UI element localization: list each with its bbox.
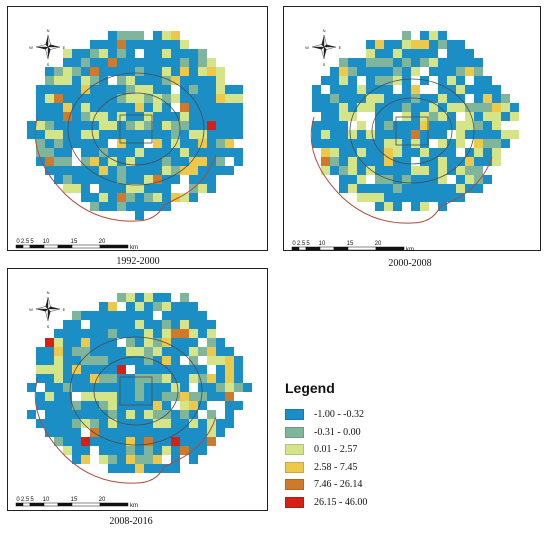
- compass-label-w: W: [29, 307, 33, 312]
- legend-label: 7.46 - 26.14: [314, 479, 363, 491]
- map-canvas-2008-2016: N S E W 0 2.5 5 10 15 20 km: [15, 290, 252, 509]
- ring-road-outer: [349, 78, 475, 184]
- scale-bar-tick-label: 5: [30, 239, 34, 245]
- north-arrow-icon: N S E W: [305, 28, 342, 67]
- district-boundary: [34, 114, 217, 222]
- legend: Legend -1.00 - -0.32 -0.31 - 0.00 0.01 - 2…: [285, 380, 405, 511]
- legend-title: Legend: [285, 380, 335, 396]
- ring-road-outer: [69, 336, 203, 446]
- scale-bar-tick-label: 20: [99, 239, 106, 245]
- legend-entry: -0.31 - 0.00: [285, 424, 405, 442]
- scale-bar: 0 2.5 5 10 15 20 km: [291, 241, 414, 252]
- raster-cells: [312, 31, 519, 211]
- map-caption-2008-2016: 2008-2016: [109, 516, 153, 527]
- scale-bar-unit: km: [130, 503, 138, 509]
- scale-bar-tick-label: 20: [99, 497, 106, 503]
- scale-bar-tick-label: 2.5: [297, 241, 306, 247]
- ring-road-core: [119, 114, 153, 144]
- district-boundary: [310, 116, 493, 224]
- legend-label: 2.58 - 7.45: [314, 461, 358, 473]
- legend-label: 0.01 - 2.57: [314, 444, 358, 456]
- ring-road-inner: [91, 92, 181, 166]
- north-arrow-icon: N S E W: [29, 290, 66, 329]
- map-caption-2000-2008: 2000-2008: [388, 258, 432, 269]
- compass-label-w: W: [29, 45, 33, 50]
- legend-label: -1.00 - -0.32: [314, 409, 364, 421]
- compass-label-e: E: [339, 45, 342, 50]
- scale-bar-unit: km: [406, 247, 414, 252]
- legend-swatch: [285, 426, 304, 438]
- scale-bar-tick-label: 0: [16, 497, 20, 503]
- legend-swatch: [285, 444, 304, 456]
- scale-bar-tick-label: 5: [30, 497, 34, 503]
- scale-bar-tick-label: 5: [306, 241, 310, 247]
- legend-swatch: [285, 409, 304, 421]
- scale-bar-tick-label: 0: [16, 239, 20, 245]
- scale-bar-tick-label: 0: [292, 241, 296, 247]
- scale-bar-tick-label: 15: [71, 239, 78, 245]
- legend-swatch: [285, 496, 304, 508]
- compass-label-s: S: [47, 62, 50, 67]
- ring-road-inner: [93, 356, 179, 426]
- legend-label: -0.31 - 0.00: [314, 426, 361, 438]
- legend-entries: -1.00 - -0.32 -0.31 - 0.00 0.01 - 2.57 2.58…: [285, 406, 405, 511]
- scale-bar-tick-label: 15: [71, 497, 78, 503]
- compass-label-w: W: [305, 45, 309, 50]
- map-canvas-2000-2008: N S E W 0 2.5 5 10 15 20 km: [291, 28, 519, 252]
- scale-bar-tick-label: 10: [43, 239, 50, 245]
- legend-entry: 7.46 - 26.14: [285, 476, 405, 494]
- ring-road-core: [119, 376, 153, 406]
- raster-cells: [27, 31, 243, 220]
- ring-road-core: [395, 116, 429, 146]
- district-boundary: [34, 376, 217, 484]
- map-panel-1992-2000: N S E W 0 2.5 5 10 15 20 km: [7, 6, 268, 251]
- scale-bar: 0 2.5 5 10 15 20 km: [15, 497, 138, 509]
- scale-bar-tick-label: 20: [375, 241, 382, 247]
- legend-entry: 2.58 - 7.45: [285, 459, 405, 477]
- scale-bar-tick-label: 10: [319, 241, 326, 247]
- scale-bar-unit: km: [130, 245, 138, 251]
- map-caption-1992-2000: 1992-2000: [116, 256, 160, 267]
- compass-label-s: S: [47, 324, 50, 329]
- map-panel-2000-2008: N S E W 0 2.5 5 10 15 20 km: [283, 6, 541, 252]
- scale-bar-tick-label: 2.5: [21, 239, 30, 245]
- compass-label-s: S: [323, 62, 326, 67]
- north-arrow-icon: N S E W: [29, 28, 66, 67]
- map-panel-2008-2016: N S E W 0 2.5 5 10 15 20 km: [7, 268, 268, 511]
- compass-label-e: E: [63, 45, 66, 50]
- compass-label-n: N: [323, 28, 326, 33]
- ring-road-outer: [67, 72, 205, 186]
- compass-label-e: E: [63, 307, 66, 312]
- compass-label-n: N: [47, 290, 50, 295]
- compass-label-n: N: [47, 28, 50, 33]
- scale-bar-tick-label: 10: [43, 497, 50, 503]
- raster-cells: [27, 293, 252, 473]
- legend-entry: -1.00 - -0.32: [285, 406, 405, 424]
- scale-bar-tick-label: 15: [347, 241, 354, 247]
- scale-bar: 0 2.5 5 10 15 20 km: [15, 239, 138, 251]
- ring-road-inner: [371, 97, 453, 165]
- legend-swatch: [285, 461, 304, 473]
- legend-swatch: [285, 479, 304, 491]
- legend-label: 26.15 - 46.00: [314, 496, 368, 508]
- scale-bar-tick-label: 2.5: [21, 497, 30, 503]
- legend-entry: 26.15 - 46.00: [285, 494, 405, 512]
- map-canvas-1992-2000: N S E W 0 2.5 5 10 15 20 km: [15, 28, 243, 251]
- legend-entry: 0.01 - 2.57: [285, 441, 405, 459]
